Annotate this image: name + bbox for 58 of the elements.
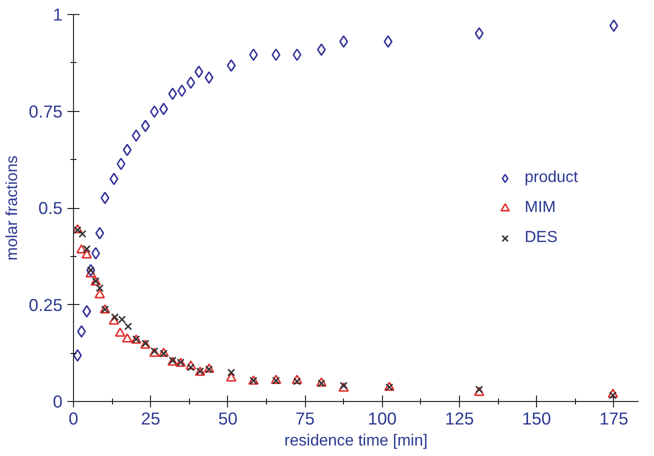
point	[82, 305, 92, 318]
legend-label: DES	[524, 228, 558, 246]
point	[76, 244, 87, 254]
point	[475, 386, 484, 394]
point	[124, 322, 132, 330]
point	[82, 249, 92, 259]
x-tick-label: 50	[218, 408, 238, 428]
point	[186, 360, 196, 370]
point	[293, 377, 301, 386]
legend-label: MIM	[524, 198, 556, 216]
legend-label: product	[524, 168, 578, 186]
y-axis-title: molar fractions	[4, 156, 21, 260]
y-tick-label: 0.5	[38, 198, 63, 218]
point	[186, 76, 196, 89]
point	[186, 364, 195, 372]
x-tick-label: 75	[295, 408, 315, 428]
x-tick-label: 175	[599, 408, 628, 428]
point	[122, 144, 132, 156]
point	[226, 59, 236, 72]
point	[339, 35, 348, 48]
point	[227, 368, 236, 376]
point	[292, 48, 302, 61]
y-tick-label: 0.25	[28, 294, 63, 315]
point	[159, 102, 168, 116]
point	[177, 84, 186, 97]
point	[132, 129, 141, 142]
point	[609, 19, 618, 32]
point	[86, 268, 96, 278]
point	[226, 372, 237, 382]
point	[96, 284, 104, 292]
point	[122, 333, 132, 343]
x-tick-label: 0	[68, 408, 78, 428]
point	[384, 35, 393, 48]
x-tick-label: 100	[368, 408, 397, 428]
point	[474, 27, 484, 40]
point	[95, 226, 104, 240]
x-axis-title: residence time [min]	[284, 432, 428, 450]
point	[114, 327, 126, 337]
point	[168, 88, 178, 100]
y-tick-label: 0.75	[28, 101, 63, 122]
x-tick-label: 125	[444, 408, 474, 428]
point	[94, 289, 105, 298]
point	[474, 386, 484, 396]
point	[608, 391, 617, 400]
point	[78, 230, 86, 238]
y-tick-label: 1	[52, 4, 63, 24]
point	[82, 245, 91, 253]
point	[249, 48, 258, 61]
x-tick-label: 25	[141, 408, 160, 428]
point	[150, 105, 159, 118]
point	[272, 48, 280, 61]
point	[86, 264, 96, 277]
point	[608, 388, 618, 398]
point	[91, 247, 100, 260]
point	[292, 374, 302, 384]
x-tick-label: 150	[522, 408, 552, 428]
point	[194, 66, 204, 78]
y-tick-label: 0	[52, 392, 63, 412]
